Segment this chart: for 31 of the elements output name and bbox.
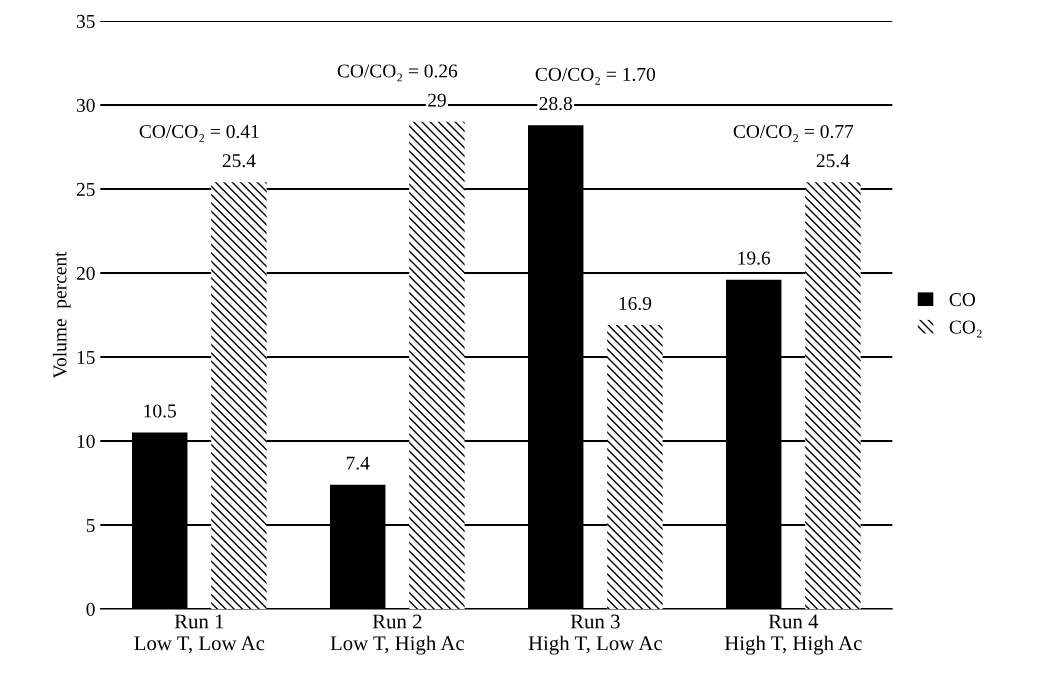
annotation: CO/CO₂ = 0.41 — [139, 124, 259, 142]
x-tick-label: Run 2 Low T, High Ac — [330, 614, 465, 655]
data-label: 25.4 — [816, 154, 850, 168]
y-tick-label: 15 — [77, 350, 95, 364]
annotation: CO/CO₂ = 1.70 — [535, 67, 656, 85]
bar — [805, 182, 861, 609]
data-label: 10.5 — [144, 404, 176, 418]
data-label: 16.9 — [619, 296, 652, 311]
y-tick-label: 5 — [86, 519, 95, 532]
y-tick-label: 35 — [76, 14, 95, 28]
data-label: 28.8 — [539, 96, 572, 111]
x-tick-label: Run 3 High T, Low Ac — [528, 614, 663, 655]
x-tick-label: Run 4 High T, High Ac — [724, 614, 862, 655]
bar — [211, 182, 267, 609]
y-axis-title: Volume percent — [52, 251, 71, 379]
y-tick-label: 25 — [76, 182, 95, 196]
y-tick-label: 20 — [76, 266, 95, 280]
y-tick-label: 10 — [77, 434, 95, 448]
legend-label: CO₂ — [949, 320, 982, 338]
y-tick-label: 30 — [76, 98, 95, 112]
data-label: 29 — [428, 93, 446, 107]
bar — [607, 325, 663, 609]
annotation: CO/CO₂ = 0.26 — [337, 64, 458, 82]
y-tick-label: 0 — [86, 602, 95, 616]
bar — [409, 121, 465, 609]
data-label: 7.4 — [346, 456, 370, 470]
x-tick-label: Run 1 Low T, Low Ac — [134, 614, 265, 654]
data-label: 19.6 — [738, 251, 771, 265]
data-label: 25.4 — [222, 154, 256, 168]
annotation: CO/CO₂ = 0.77 — [733, 124, 854, 142]
legend-label: CO — [949, 293, 976, 307]
